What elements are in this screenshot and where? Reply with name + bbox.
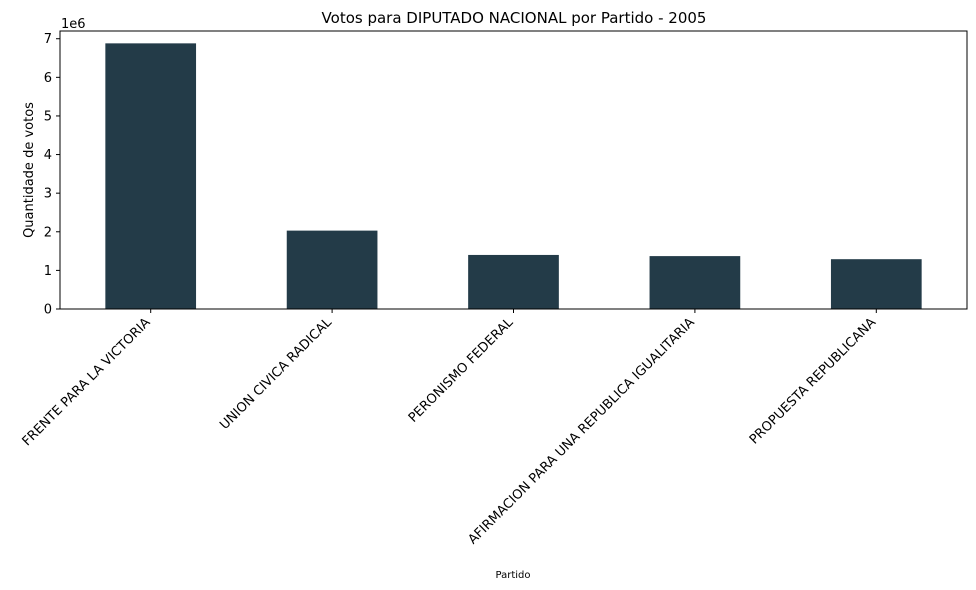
y-tick-label: 0 [44, 303, 52, 318]
bar [468, 254, 559, 309]
bar [830, 259, 922, 309]
bars-group [105, 43, 922, 309]
y-ticks-group: 0 1 2 3 4 5 6 7 [44, 32, 60, 318]
bar [649, 256, 741, 309]
x-tick-label: AFIRMACION PARA UNA REPUBLICA IGUALITARI… [465, 315, 697, 547]
x-tick-label: PERONISMO FEDERAL [406, 315, 517, 426]
y-tick-label: 2 [44, 225, 52, 240]
x-tick-label: PROPUESTA REPUBLICANA [747, 315, 879, 447]
y-tick-label: 1 [44, 264, 52, 279]
plot-frame [59, 30, 968, 310]
chart-title: Votos para DIPUTADO NACIONAL por Partido… [322, 9, 707, 27]
x-tick-label: UNION CIVICA RADICAL [217, 315, 335, 433]
x-tick-label: FRENTE PARA LA VICTORIA [20, 315, 154, 449]
y-tick-label: 5 [44, 109, 52, 124]
bar [105, 43, 197, 309]
x-axis-label: Partido [496, 570, 531, 581]
y-tick-label: 3 [44, 187, 52, 202]
y-axis-label: Quantidade de votos [22, 102, 37, 238]
y-offset-label: 1e6 [61, 17, 86, 32]
y-tick-label: 7 [44, 32, 52, 47]
x-ticks-group: FRENTE PARA LA VICTORIA UNION CIVICA RADI… [20, 309, 879, 548]
bar [286, 230, 378, 309]
y-tick-label: 6 [44, 71, 52, 86]
y-tick-label: 4 [44, 148, 52, 163]
